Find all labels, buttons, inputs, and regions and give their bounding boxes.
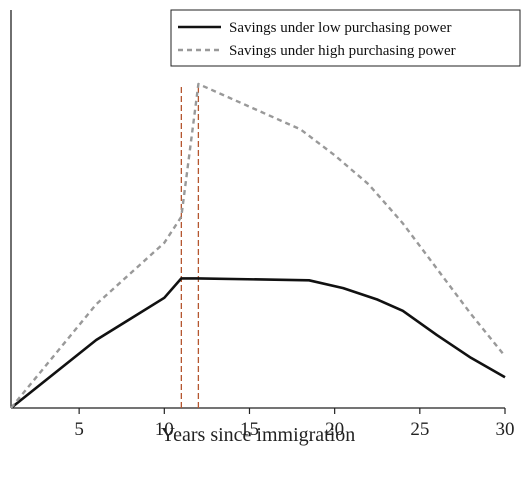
x-tick-label-20: 20 bbox=[325, 419, 344, 440]
legend-label-low: Savings under low purchasing power bbox=[229, 20, 451, 36]
x-tick-label-30: 30 bbox=[496, 419, 515, 440]
vertical-reference-lines bbox=[180, 84, 200, 408]
x-tick-label-5: 5 bbox=[74, 419, 84, 440]
legend-box bbox=[170, 9, 521, 67]
x-tick-label-10: 10 bbox=[155, 419, 174, 440]
x-tick-label-25: 25 bbox=[410, 419, 429, 440]
series-lines bbox=[10, 82, 506, 410]
series-line-high bbox=[10, 82, 506, 409]
x-ticks: 5 10 15 20 25 30 bbox=[74, 408, 515, 440]
series-line-low bbox=[10, 277, 506, 410]
x-tick-label-15: 15 bbox=[240, 419, 259, 440]
legend: Savings under low purchasing power Savin… bbox=[170, 9, 521, 67]
legend-label-high: Savings under high purchasing power bbox=[229, 43, 456, 59]
x-axis-title: Years since immigration bbox=[161, 424, 356, 446]
